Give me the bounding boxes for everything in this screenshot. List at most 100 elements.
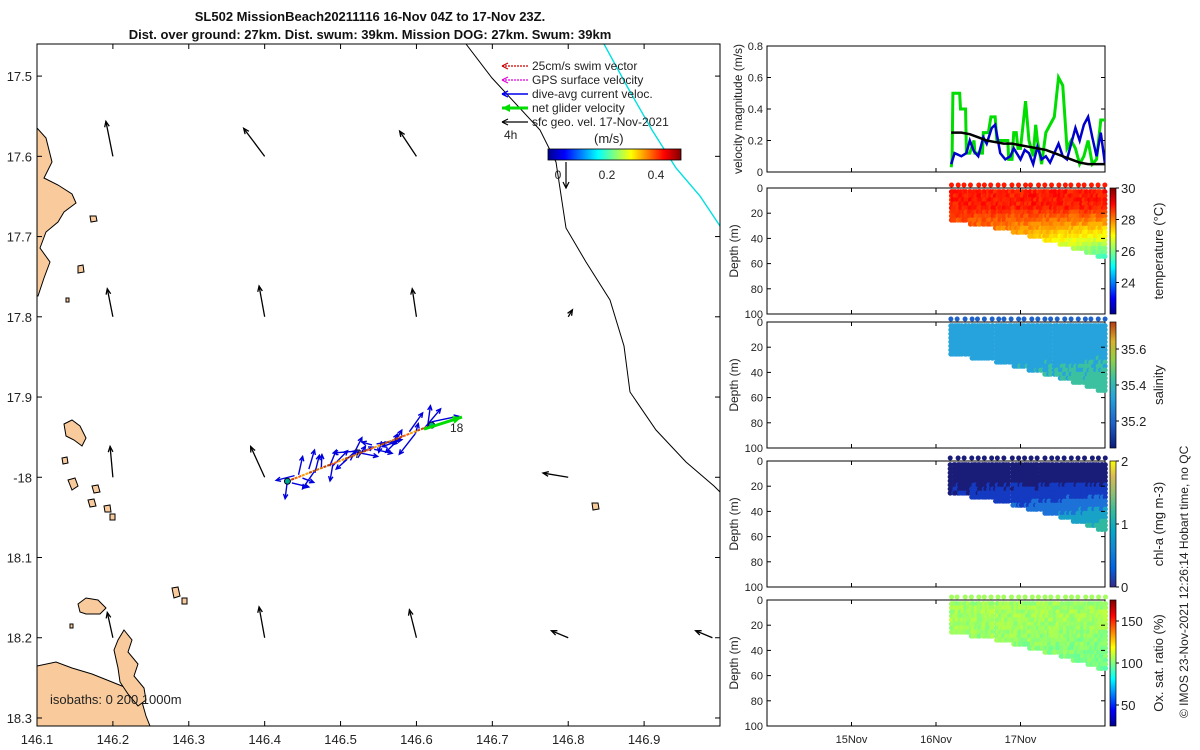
oxygen-sample [976,609,982,615]
salinity-surface-sample [1021,316,1027,322]
temperature-sample [1097,253,1103,259]
oxygen-sample [976,617,982,623]
legend-label-dive-avg: dive-avg current veloc. [532,87,653,101]
temperature-sample [1102,201,1108,207]
salinity-y-tick-label: 80 [751,418,763,430]
dive-avg-current-arrow [308,449,316,470]
temperature-surface-sample [1062,182,1068,188]
temperature-sample [1102,197,1108,203]
temperature-surface-sample [1036,182,1042,188]
swim-vector-segment [359,449,368,455]
salinity-sample [1048,363,1054,369]
temperature-sample [1097,241,1103,247]
temperature-sample [1023,197,1029,203]
geo-velocity-arrowhead [541,471,550,477]
temperature-surface-sample [1075,182,1081,188]
map-x-tick-label: 146.8 [552,732,585,747]
temperature-sample [1102,253,1108,259]
salinity-y-tick-label: 60 [751,393,763,405]
chla-y-tick-label: 0 [757,456,763,468]
dive-avg-current-arrow [378,441,383,453]
chla-y-tick-label: 60 [751,532,763,544]
chla-panel: 0 20 40 60 80 100 Depth (m) 0 1 2 chl-a (mg m-3) [727,454,1166,595]
oxygen-surface-sample [1075,594,1081,600]
temperature-sample [1001,213,1007,219]
oxygen-surface-sample [954,594,960,600]
salinity-surface-sample [1062,316,1068,322]
chla-sample [1102,474,1108,480]
track-label-7: 7 [354,447,361,461]
salinity-colorbar-label: salinity [1151,365,1166,405]
oxygen-surface-sample [962,594,968,600]
temperature-y-tick-label: 40 [751,233,763,245]
chla-sample [1102,462,1108,468]
swim-vector-segment [416,426,425,432]
salinity-sample [1102,339,1108,345]
legend-label-gps-velocity: GPS surface velocity [532,73,643,87]
chla-sample [1102,514,1108,520]
chla-surface-sample [981,455,987,461]
temperature-surface-sample [949,182,955,188]
island-offshore [591,502,600,511]
temperature-sample [1097,217,1103,223]
dive-avg-current-arrowhead [372,452,380,459]
chla-sample [1102,522,1108,528]
legend-label-geo-velocity: sfc geo. vel. 17-Nov-2021 [532,115,669,129]
swim-vector-segment [351,452,360,457]
net-glider-velocity-arrowhead [452,416,462,424]
salinity-surface-sample [1029,316,1035,322]
velocity-y-tick-label: 0.8 [748,41,763,53]
oxygen-surface-sample [995,594,1001,600]
velocity-series [949,72,1105,169]
temperature-sample [1102,205,1108,211]
oxygen-sample [1102,609,1109,615]
swim-vector-segment [344,455,353,460]
family-island-2 [91,484,101,494]
dive-avg-current-arrow [408,412,424,433]
legend-geo-velocity: sfc geo. vel. 17-Nov-2021 [501,115,669,129]
geo-velocity-arrow [243,127,266,157]
legend-label-swim-vector: 25cm/s swim vector [532,59,637,73]
salinity-profiles [948,316,1108,393]
oxygen-profiles [948,594,1109,671]
chla-sample [1034,478,1040,484]
chla-y-tick-label: 40 [751,506,763,518]
geo-velocity-arrow [399,130,417,157]
oxygen-sample [989,621,996,627]
dive-avg-current-arrowhead [427,404,433,411]
swim-vector-segment [409,429,418,435]
temperature-sample [1097,197,1103,203]
swim-vector-segment [337,457,346,463]
oxygen-surface-sample [1089,594,1095,600]
oxygen-surface-sample [949,594,955,600]
temperature-sample [1097,245,1103,251]
map-y-tick-label: 17.7 [7,230,32,245]
chla-sample [1034,506,1040,512]
geo-velocity-arrowhead [242,126,250,135]
oxygen-surface-sample [1042,594,1048,600]
chla-sample [947,462,953,468]
velocity-series-1 [950,113,1105,169]
dive-avg-current-arrowhead [282,493,289,501]
temperature-sample [1001,201,1007,207]
temperature-colorbar [1109,187,1117,315]
temperature-sample [1097,229,1103,235]
colorbar-tick-2: 0.4 [648,168,665,182]
temperature-sample [1023,229,1029,235]
oxygen-surface-sample [1016,594,1022,600]
salinity-sample [1102,327,1108,333]
geo-velocity-arrowhead [249,444,256,453]
temperature-sample [1097,221,1103,227]
oxygen-sample [1102,625,1109,631]
salinity-panel: 0 20 40 60 80 100 Depth (m) 35.2 35.4 35.6 salinit… [727,316,1166,455]
chla-sample [1034,490,1040,496]
geo-velocity-arrow [105,121,114,157]
chla-colorbar-tick-label: 2 [1121,454,1128,469]
geo-velocity-arrowhead [694,630,702,636]
dive-avg-current-arrow [335,459,348,470]
legend-label-net-velocity: net glider velocity [532,101,625,115]
swim-vector-segment [315,466,324,471]
geo-velocity-arrow [695,630,713,639]
temperature-colorbar-tick-label: 30 [1121,181,1135,196]
